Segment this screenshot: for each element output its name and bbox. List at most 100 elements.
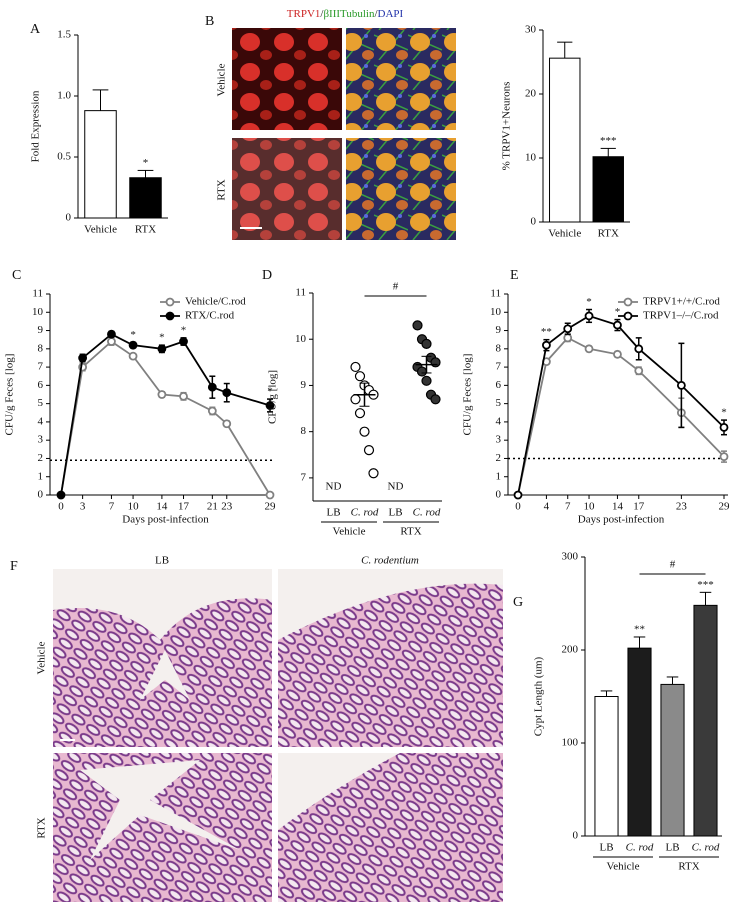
legend-label: Vehicle/C.rod xyxy=(185,296,246,308)
y-tick-label: 0.5 xyxy=(57,151,71,163)
data-point xyxy=(128,340,138,350)
data-point xyxy=(107,337,116,346)
y-axis-label: CFU/g Feces [log] xyxy=(462,354,474,436)
legend-label: TRPV1–/–/C.rod xyxy=(643,310,719,322)
bar xyxy=(84,110,117,219)
lumen xyxy=(278,569,503,640)
y-tick-label: 0 xyxy=(496,489,502,501)
significance-label: * xyxy=(721,407,727,419)
significance-label: ** xyxy=(541,326,552,338)
panel-b-images: TRPV1/βIIITubulin/DAPI Vehicle RTX xyxy=(216,8,456,240)
significance-label: ** xyxy=(634,624,645,636)
x-tick-label: Vehicle xyxy=(548,228,581,240)
data-point xyxy=(719,452,729,462)
y-tick-label: 0 xyxy=(38,489,44,501)
y-tick-label: 0 xyxy=(573,830,579,842)
data-point xyxy=(265,490,275,500)
significance-label: * xyxy=(267,386,273,398)
y-tick-label: 300 xyxy=(562,551,579,563)
bar xyxy=(660,683,685,837)
x-tick-label: LB xyxy=(388,507,402,519)
title-segment: TRPV1 xyxy=(287,8,321,20)
x-tick-label: 3 xyxy=(80,501,86,513)
data-point xyxy=(350,394,361,405)
y-tick-label: 8 xyxy=(38,342,44,354)
row-label: Vehicle xyxy=(216,63,228,96)
data-point xyxy=(359,426,370,437)
y-tick-label: 10 xyxy=(32,306,44,318)
legend-marker xyxy=(165,297,175,307)
x-tick-label: C. rod xyxy=(351,507,379,519)
data-point xyxy=(634,366,644,376)
y-tick-label: 5 xyxy=(38,397,44,409)
data-point xyxy=(719,422,729,432)
y-tick-label: 10 xyxy=(490,306,502,318)
panel-letter: B xyxy=(205,14,214,29)
data-point xyxy=(676,380,686,390)
data-point xyxy=(78,353,88,363)
x-tick-label: C. rod xyxy=(413,507,441,519)
data-point xyxy=(563,324,573,334)
x-tick-label: 23 xyxy=(676,501,688,513)
y-tick-label: 5 xyxy=(496,397,502,409)
x-tick-label: LB xyxy=(665,842,679,854)
data-point xyxy=(416,366,428,377)
panel-letter: E xyxy=(510,268,519,283)
data-point xyxy=(430,394,441,405)
significance-label: * xyxy=(159,332,165,344)
data-point xyxy=(179,337,188,346)
legend-marker xyxy=(623,297,633,307)
no-data-label: ND xyxy=(388,481,404,493)
y-tick-label: 9 xyxy=(496,324,502,336)
data-point xyxy=(430,357,441,368)
x-tick-label: RTX xyxy=(598,228,619,240)
y-tick-label: 11 xyxy=(490,288,501,300)
micrograph xyxy=(232,28,342,130)
y-tick-label: 2 xyxy=(496,452,502,464)
panel-f-images: LB C. rodentium Vehicle RTX xyxy=(36,555,503,902)
data-point xyxy=(421,338,432,349)
y-tick-label: 9 xyxy=(38,324,44,336)
y-tick-label: 3 xyxy=(38,434,44,446)
data-point xyxy=(179,391,188,401)
bar xyxy=(129,177,162,219)
x-tick-label: 14 xyxy=(612,501,624,513)
row-label: Vehicle xyxy=(36,641,48,674)
data-point xyxy=(542,340,551,350)
data-point xyxy=(584,311,594,321)
title-segment: DAPI xyxy=(378,8,404,20)
x-tick-label: LB xyxy=(599,842,613,854)
lumen xyxy=(278,753,400,830)
y-tick-label: 0 xyxy=(66,212,72,224)
bar xyxy=(592,156,624,223)
y-tick-label: 1.5 xyxy=(57,29,71,41)
series-line xyxy=(517,314,725,496)
data-point xyxy=(613,320,622,330)
micrograph xyxy=(346,138,456,240)
data-point xyxy=(265,401,275,410)
data-point xyxy=(157,390,167,399)
data-point xyxy=(513,490,523,500)
row-label: RTX xyxy=(36,817,48,838)
group-label: RTX xyxy=(400,526,421,538)
data-point xyxy=(207,406,217,416)
data-point xyxy=(412,320,423,331)
legend-label: RTX/C.rod xyxy=(185,310,235,322)
data-point xyxy=(222,419,232,429)
series-line xyxy=(60,340,271,496)
legend-marker xyxy=(165,311,175,321)
data-point xyxy=(128,351,138,361)
lumen xyxy=(53,569,272,700)
y-tick-label: 7 xyxy=(301,471,307,483)
y-tick-label: 7 xyxy=(496,361,502,373)
data-point xyxy=(350,361,361,373)
data-point xyxy=(56,490,66,500)
x-tick-label: Vehicle xyxy=(84,224,117,236)
x-tick-label: C. rod xyxy=(626,842,654,854)
y-tick-label: 7 xyxy=(38,361,44,373)
legend-label: TRPV1+/+/C.rod xyxy=(643,296,720,308)
y-tick-label: 4 xyxy=(38,415,44,427)
bar xyxy=(627,647,652,837)
micrograph xyxy=(232,138,342,240)
